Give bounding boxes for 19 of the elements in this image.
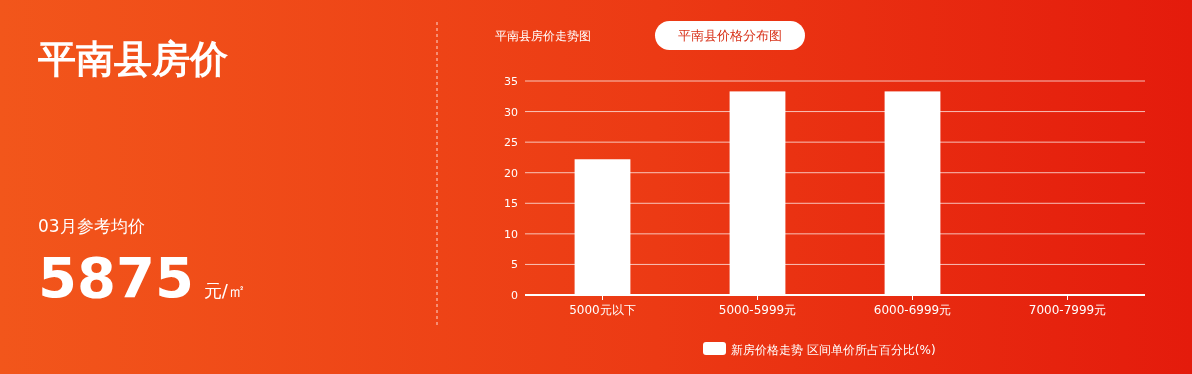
y-tick-label: 25 xyxy=(504,136,518,150)
text: 03月参考均价 xyxy=(38,216,145,236)
text: 元/㎡ xyxy=(203,280,246,301)
y-tick-label: 35 xyxy=(504,75,518,88)
y-tick-label: 15 xyxy=(504,197,518,211)
x-tick-label: 5000-5999元 xyxy=(718,303,797,317)
y-tick-label: 10 xyxy=(504,227,518,241)
y-tick-label: 5 xyxy=(511,258,518,272)
x-tick-label: 5000元以下 xyxy=(569,303,636,317)
y-tick-label: 0 xyxy=(511,289,518,302)
text: 平南县价格分布图 xyxy=(678,28,782,43)
x-tick-label: 7000-7999元 xyxy=(1028,303,1107,317)
text: 平南县房价走势图 xyxy=(495,29,591,43)
y-tick-label: 20 xyxy=(504,166,518,180)
y-tick-label: 30 xyxy=(504,105,518,119)
legend-label: 新房价格走势 区间单价所占百分比(%) xyxy=(731,343,936,357)
text: 平南县房价 xyxy=(38,37,228,81)
x-tick-label: 6000-6999元 xyxy=(873,303,952,317)
text: 5875 xyxy=(38,245,194,310)
